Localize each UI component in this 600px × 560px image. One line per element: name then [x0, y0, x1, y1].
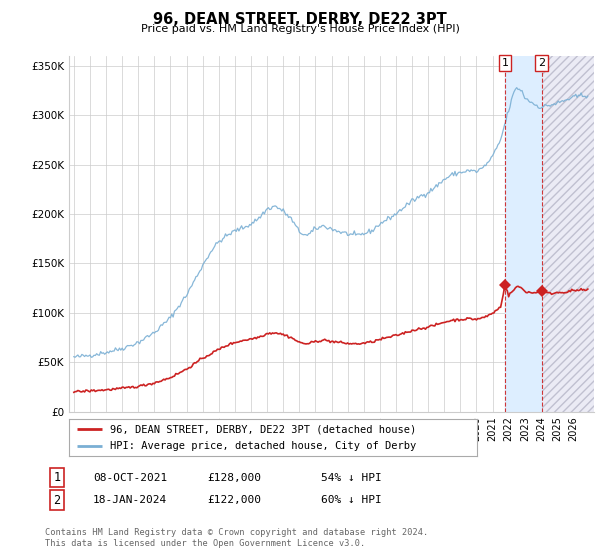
Text: £128,000: £128,000 — [207, 473, 261, 483]
Text: 96, DEAN STREET, DERBY, DE22 3PT (detached house): 96, DEAN STREET, DERBY, DE22 3PT (detach… — [110, 424, 416, 434]
Text: 60% ↓ HPI: 60% ↓ HPI — [321, 495, 382, 505]
Text: Price paid vs. HM Land Registry's House Price Index (HPI): Price paid vs. HM Land Registry's House … — [140, 24, 460, 34]
Text: HPI: Average price, detached house, City of Derby: HPI: Average price, detached house, City… — [110, 441, 416, 451]
Text: 2: 2 — [538, 58, 545, 68]
Text: 54% ↓ HPI: 54% ↓ HPI — [321, 473, 382, 483]
Text: Contains HM Land Registry data © Crown copyright and database right 2024.
This d: Contains HM Land Registry data © Crown c… — [45, 528, 428, 548]
Text: 18-JAN-2024: 18-JAN-2024 — [93, 495, 167, 505]
Text: 96, DEAN STREET, DERBY, DE22 3PT: 96, DEAN STREET, DERBY, DE22 3PT — [153, 12, 447, 27]
Text: 2: 2 — [53, 493, 61, 507]
Text: 08-OCT-2021: 08-OCT-2021 — [93, 473, 167, 483]
Text: 1: 1 — [502, 58, 508, 68]
Text: £122,000: £122,000 — [207, 495, 261, 505]
Text: 1: 1 — [53, 471, 61, 484]
Bar — [542, 56, 594, 412]
Bar — [505, 56, 542, 412]
